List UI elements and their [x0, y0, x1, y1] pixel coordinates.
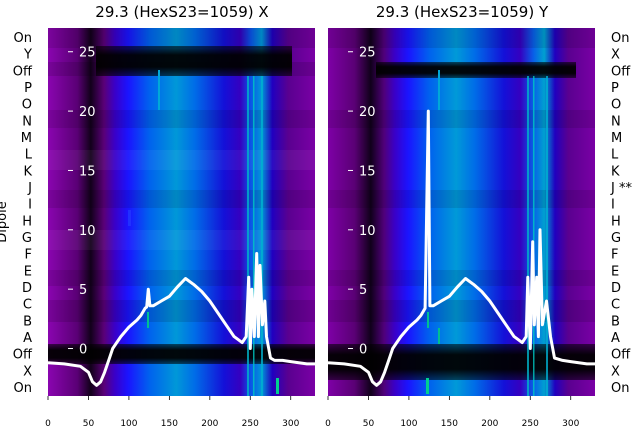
overlay-tick-label: 15 — [79, 164, 96, 179]
x-axis-y: 0 50 100 150 200 250 300 — [325, 396, 580, 429]
dipole-label: O — [611, 98, 621, 113]
dipole-label: L — [611, 148, 619, 163]
dipole-label: O — [22, 98, 32, 113]
dipole-label: B — [23, 314, 32, 329]
dipole-label: F — [611, 248, 618, 263]
dipole-label: N — [611, 114, 621, 129]
x-tick-label: 150 — [161, 419, 178, 429]
x-tick-label: 200 — [201, 419, 218, 429]
off-band-top-x — [96, 46, 292, 76]
overlay-tick-label: 0 — [79, 343, 87, 358]
overlay-tick-label: 25 — [79, 46, 96, 61]
dipole-label: J — [27, 181, 32, 196]
dipole-label: E — [611, 264, 619, 279]
overlay-tick-label: 5 — [359, 283, 367, 298]
dipole-label: Off — [611, 64, 631, 79]
dipole-label: On — [14, 381, 32, 396]
overlay-tick-label: 25 — [359, 46, 376, 61]
dipole-label: Off — [611, 348, 631, 363]
title-x: 29.3 (HexS23=1059) X — [95, 3, 268, 21]
x-tick-label: 50 — [363, 419, 375, 429]
overlay-tick-label: 10 — [79, 224, 96, 239]
x-tick-label: 200 — [481, 419, 498, 429]
x-tick-label: 300 — [562, 419, 579, 429]
dipole-label: X — [611, 364, 620, 379]
dipole-label: G — [611, 231, 621, 246]
dipole-label: L — [25, 148, 33, 163]
x-tick-label: 250 — [522, 419, 539, 429]
dipole-label: C — [23, 298, 32, 313]
dipole-label: A — [23, 331, 32, 346]
overlay-trace-x — [47, 252, 315, 387]
dipole-label: On — [611, 381, 629, 396]
x-tick-label: 100 — [400, 419, 417, 429]
heatmap-x — [48, 28, 315, 396]
overlay-axis-y: 0 5 10 15 20 25 — [348, 46, 376, 358]
off-band-bottom-y — [328, 344, 595, 380]
ylabel-x: Dipole — [0, 201, 10, 242]
dipole-label: B — [611, 314, 620, 329]
dipole-label: E — [24, 264, 32, 279]
dipole-label: I — [28, 198, 32, 213]
x-tick-label: 0 — [325, 419, 331, 429]
dipole-label: X — [23, 364, 32, 379]
dipole-label: D — [22, 281, 32, 296]
dipole-label: P — [24, 81, 32, 96]
overlay-tick-label: 20 — [359, 105, 376, 120]
x-axis-x: 0 50 100 150 200 250 300 — [45, 396, 300, 429]
off-band-top-y — [376, 62, 576, 78]
dipole-label: K — [611, 164, 620, 179]
dipole-label: F — [25, 248, 32, 263]
heatmap-y — [328, 28, 595, 396]
dipole-label: Off — [13, 348, 33, 363]
x-tick-label: 250 — [242, 419, 259, 429]
dipole-label: I — [611, 198, 615, 213]
dipole-label: X — [611, 48, 620, 63]
dipole-label: N — [22, 114, 32, 129]
overlay-trace-y — [327, 109, 595, 387]
dipole-label: C — [611, 298, 620, 313]
dipole-label: Off — [13, 64, 33, 79]
dipole-label: Y — [23, 48, 32, 63]
dipole-label: H — [22, 214, 32, 229]
dipole-label: M — [611, 131, 622, 146]
dipole-label: M — [21, 131, 32, 146]
x-tick-label: 300 — [282, 419, 299, 429]
overlay-tick-label: 15 — [359, 164, 376, 179]
dipole-label: On — [611, 31, 629, 46]
dipole-label: On — [14, 31, 32, 46]
stripes-y — [426, 70, 548, 396]
overlay-tick-label: 5 — [79, 283, 87, 298]
dipole-label: J ** — [610, 181, 632, 196]
x-tick-label: 0 — [45, 419, 51, 429]
x-tick-label: 150 — [441, 419, 458, 429]
stripes-x — [128, 70, 279, 396]
dipole-label: A — [611, 331, 620, 346]
dipole-label: D — [611, 281, 621, 296]
overlay-tick-label: 20 — [79, 105, 96, 120]
x-tick-label: 50 — [83, 419, 95, 429]
dipole-label: H — [611, 214, 621, 229]
dipole-label: K — [23, 164, 32, 179]
dipole-label: G — [22, 231, 32, 246]
dipole-label: P — [611, 81, 619, 96]
panel-x: 29.3 (HexS23=1059) X Dipole OnYOffPONMLK… — [0, 3, 315, 429]
overlay-tick-label: 10 — [359, 224, 376, 239]
overlay-axis-x: 0 5 10 15 20 25 — [68, 46, 96, 358]
overlay-tick-label: 0 — [359, 343, 367, 358]
title-y: 29.3 (HexS23=1059) Y — [376, 3, 549, 21]
x-tick-label: 100 — [120, 419, 137, 429]
